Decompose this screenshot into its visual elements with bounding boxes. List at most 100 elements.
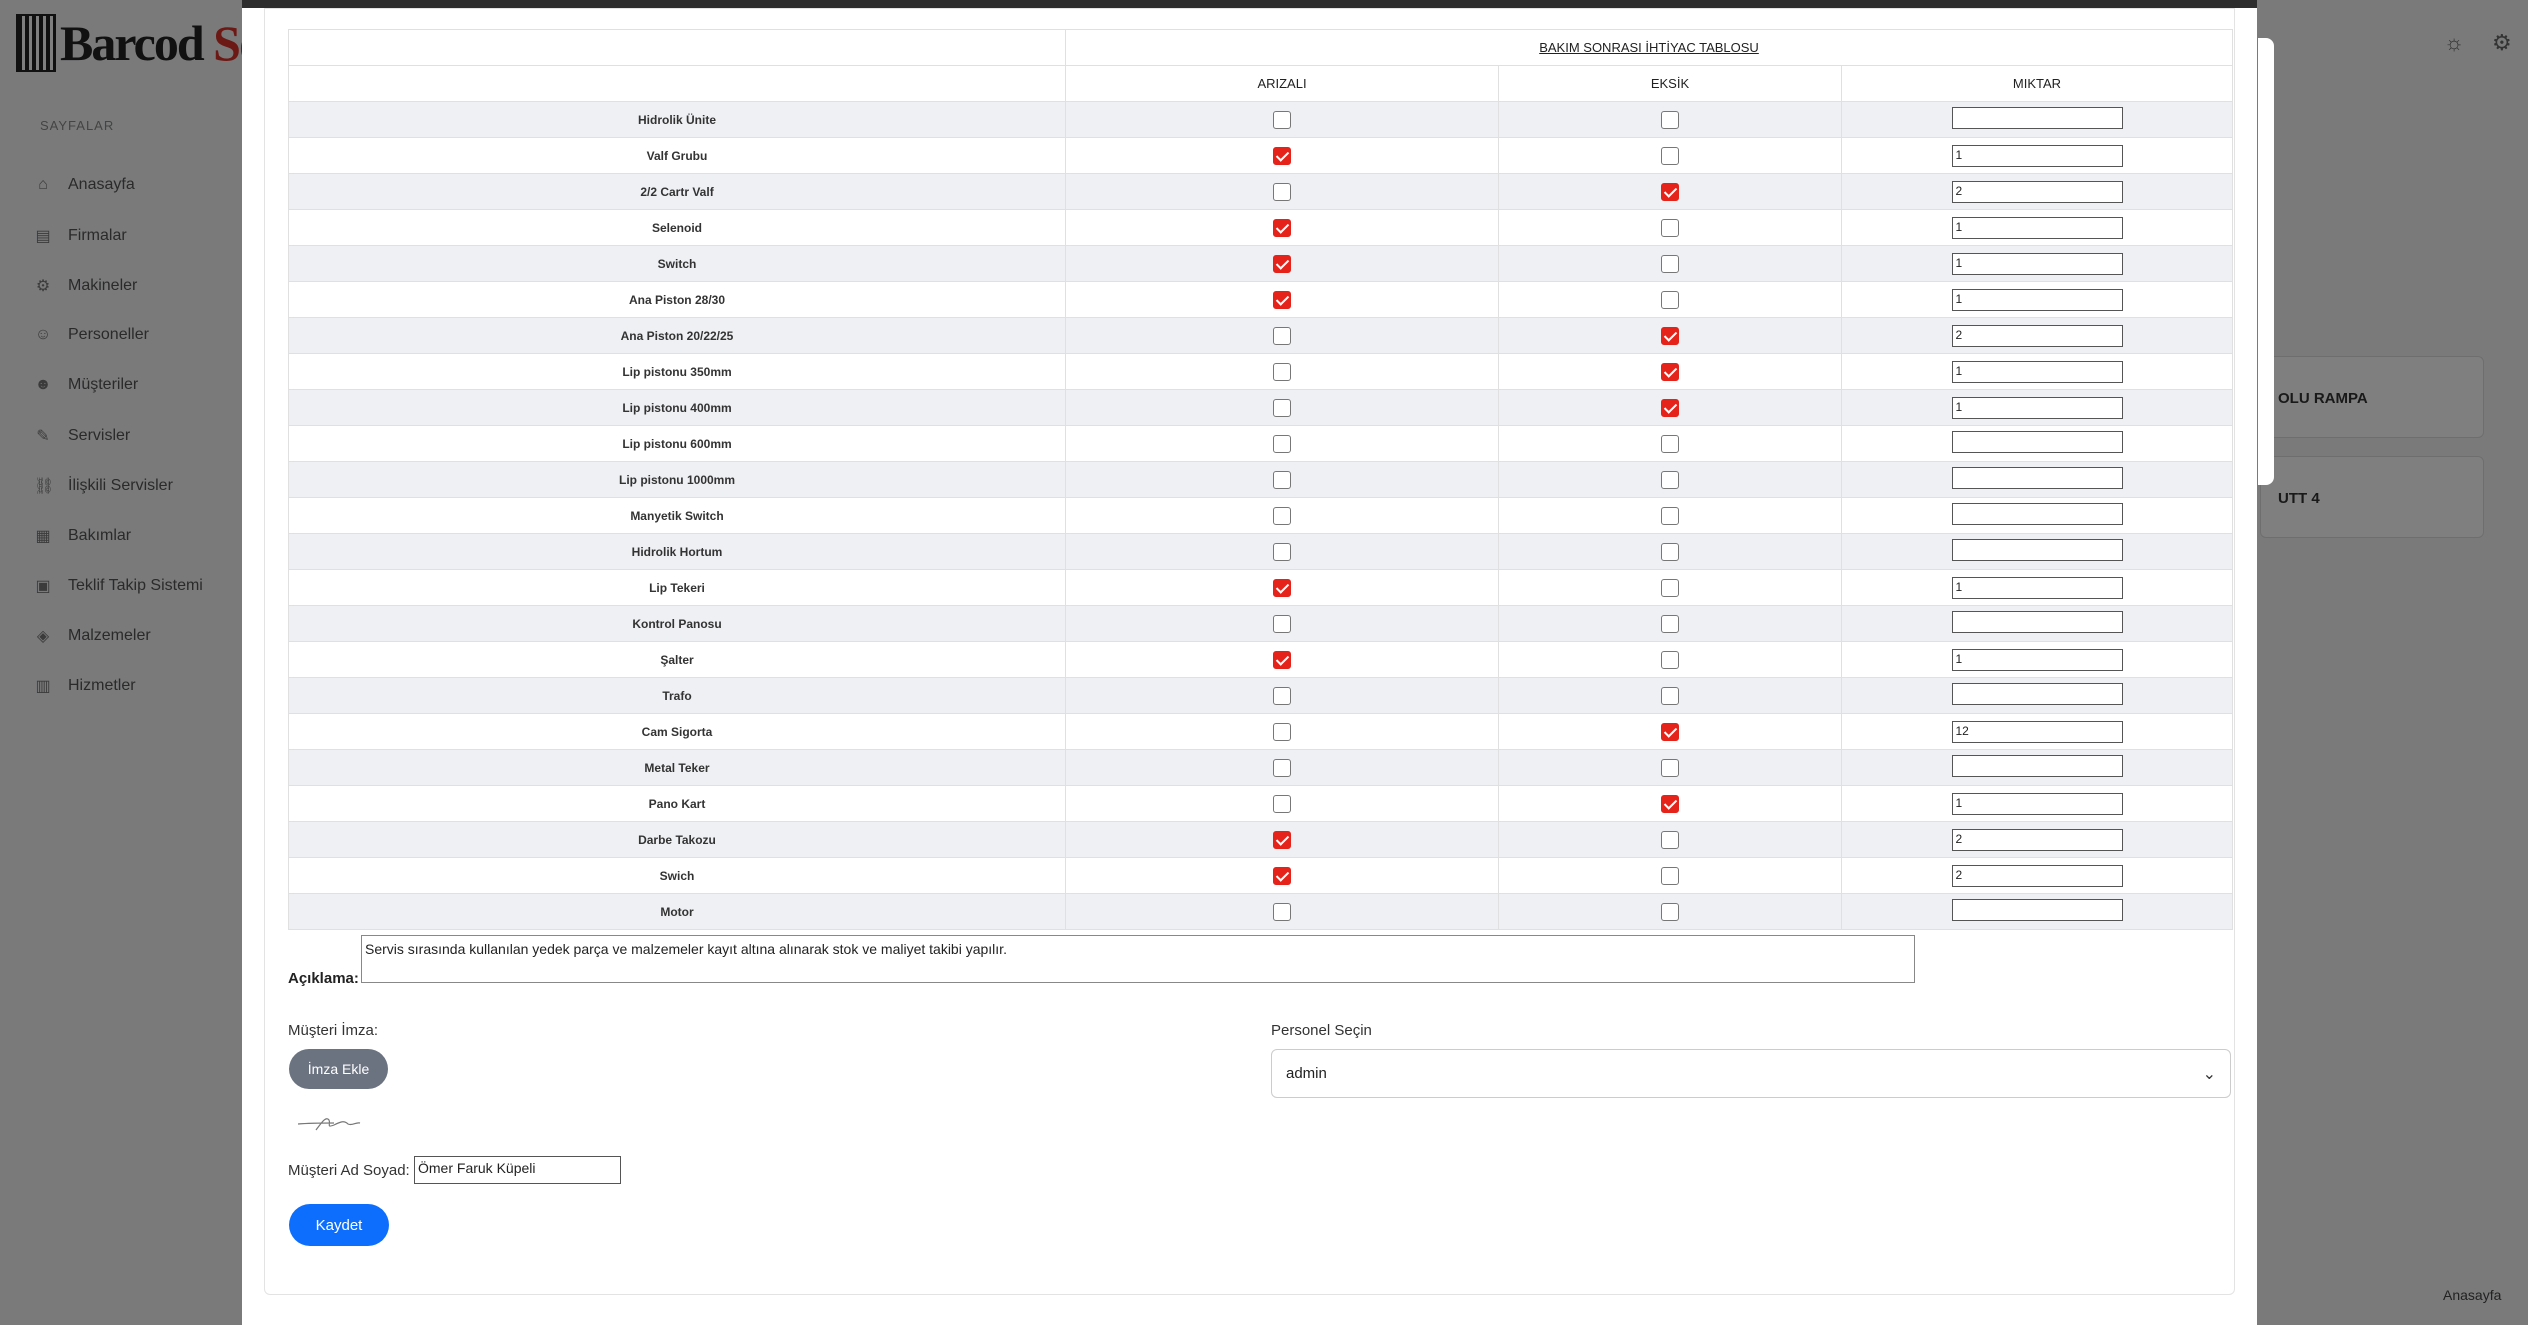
eksik-checkbox[interactable] bbox=[1661, 326, 1679, 345]
table-row: 2/2 Cartr Valf 2 bbox=[288, 173, 2234, 210]
table-row: Şalter 1 bbox=[288, 641, 2234, 678]
eksik-checkbox[interactable] bbox=[1661, 182, 1679, 201]
quantity-input[interactable] bbox=[1951, 611, 2123, 633]
eksik-checkbox[interactable] bbox=[1661, 866, 1679, 885]
arizali-checkbox[interactable] bbox=[1273, 218, 1291, 237]
eksik-checkbox[interactable] bbox=[1661, 650, 1679, 669]
background-panel-edge bbox=[2258, 38, 2274, 485]
signature-image bbox=[297, 1118, 361, 1131]
quantity-input[interactable] bbox=[1951, 503, 2123, 525]
arizali-checkbox[interactable] bbox=[1273, 542, 1291, 561]
eksik-checkbox[interactable] bbox=[1661, 110, 1679, 129]
arizali-checkbox[interactable] bbox=[1273, 758, 1291, 777]
eksik-checkbox[interactable] bbox=[1661, 254, 1679, 273]
quantity-input[interactable] bbox=[1951, 899, 2123, 921]
quantity-input[interactable] bbox=[1951, 467, 2123, 489]
part-name: Manyetik Switch bbox=[288, 497, 1066, 534]
eksik-checkbox[interactable] bbox=[1661, 362, 1679, 381]
arizali-checkbox[interactable] bbox=[1273, 110, 1291, 129]
quantity-input[interactable]: 1 bbox=[1951, 648, 2123, 671]
quantity-input[interactable] bbox=[1951, 683, 2123, 705]
table-row: Cam Sigorta 12 bbox=[288, 713, 2234, 750]
quantity-input[interactable] bbox=[1951, 539, 2123, 561]
table-row: Lip pistonu 400mm 1 bbox=[288, 389, 2234, 426]
eksik-checkbox[interactable] bbox=[1661, 722, 1679, 741]
eksik-checkbox[interactable] bbox=[1661, 686, 1679, 705]
quantity-input[interactable]: 1 bbox=[1951, 144, 2123, 167]
arizali-checkbox[interactable] bbox=[1273, 794, 1291, 813]
eksik-checkbox[interactable] bbox=[1661, 578, 1679, 597]
quantity-input[interactable]: 12 bbox=[1951, 720, 2123, 743]
eksik-checkbox[interactable] bbox=[1661, 434, 1679, 453]
table-row: Swich 2 bbox=[288, 857, 2234, 894]
eksik-checkbox[interactable] bbox=[1661, 830, 1679, 849]
needs-table: BAKIM SONRASI İHTİYAC TABLOSU ARIZALI EK… bbox=[288, 29, 2234, 930]
arizali-checkbox[interactable] bbox=[1273, 326, 1291, 345]
arizali-checkbox[interactable] bbox=[1273, 182, 1291, 201]
part-name: Şalter bbox=[288, 641, 1066, 678]
quantity-input[interactable] bbox=[1951, 107, 2123, 129]
eksik-checkbox[interactable] bbox=[1661, 398, 1679, 417]
arizali-checkbox[interactable] bbox=[1273, 902, 1291, 921]
customer-name-input[interactable]: Ömer Faruk Küpeli bbox=[414, 1156, 621, 1184]
add-signature-button[interactable]: İmza Ekle bbox=[289, 1049, 388, 1089]
quantity-input[interactable]: 1 bbox=[1951, 252, 2123, 275]
part-name: Cam Sigorta bbox=[288, 713, 1066, 750]
part-name: Hidrolik Ünite bbox=[288, 101, 1066, 138]
quantity-input[interactable] bbox=[1951, 755, 2123, 777]
quantity-input[interactable]: 2 bbox=[1951, 180, 2123, 203]
eksik-checkbox[interactable] bbox=[1661, 218, 1679, 237]
quantity-input[interactable]: 2 bbox=[1951, 864, 2123, 887]
description-textarea[interactable]: Servis sırasında kullanılan yedek parça … bbox=[361, 935, 1915, 983]
arizali-checkbox[interactable] bbox=[1273, 866, 1291, 885]
quantity-input[interactable]: 1 bbox=[1951, 396, 2123, 419]
arizali-checkbox[interactable] bbox=[1273, 722, 1291, 741]
arizali-checkbox[interactable] bbox=[1273, 830, 1291, 849]
eksik-checkbox[interactable] bbox=[1661, 758, 1679, 777]
quantity-input[interactable]: 2 bbox=[1951, 828, 2123, 851]
arizali-checkbox[interactable] bbox=[1273, 290, 1291, 309]
eksik-checkbox[interactable] bbox=[1661, 614, 1679, 633]
part-name: 2/2 Cartr Valf bbox=[288, 173, 1066, 210]
table-row: Lip Tekeri 1 bbox=[288, 569, 2234, 606]
quantity-input[interactable]: 2 bbox=[1951, 324, 2123, 347]
eksik-checkbox[interactable] bbox=[1661, 794, 1679, 813]
part-name: Metal Teker bbox=[288, 749, 1066, 786]
eksik-checkbox[interactable] bbox=[1661, 902, 1679, 921]
eksik-checkbox[interactable] bbox=[1661, 146, 1679, 165]
arizali-checkbox[interactable] bbox=[1273, 434, 1291, 453]
eksik-checkbox[interactable] bbox=[1661, 506, 1679, 525]
arizali-checkbox[interactable] bbox=[1273, 614, 1291, 633]
eksik-checkbox[interactable] bbox=[1661, 542, 1679, 561]
arizali-checkbox[interactable] bbox=[1273, 506, 1291, 525]
table-row: Trafo bbox=[288, 677, 2234, 714]
save-button[interactable]: Kaydet bbox=[289, 1204, 389, 1246]
staff-select[interactable]: admin ⌄ bbox=[1271, 1049, 2231, 1098]
part-name: Motor bbox=[288, 893, 1066, 930]
part-name: Switch bbox=[288, 245, 1066, 282]
arizali-checkbox[interactable] bbox=[1273, 578, 1291, 597]
arizali-checkbox[interactable] bbox=[1273, 650, 1291, 669]
quantity-input[interactable]: 1 bbox=[1951, 792, 2123, 815]
part-name: Hidrolik Hortum bbox=[288, 533, 1066, 570]
table-row: Switch 1 bbox=[288, 245, 2234, 282]
eksik-checkbox[interactable] bbox=[1661, 470, 1679, 489]
part-name: Lip Tekeri bbox=[288, 569, 1066, 606]
quantity-input[interactable]: 1 bbox=[1951, 216, 2123, 239]
arizali-checkbox[interactable] bbox=[1273, 470, 1291, 489]
quantity-input[interactable] bbox=[1951, 431, 2123, 453]
quantity-input[interactable]: 1 bbox=[1951, 576, 2123, 599]
arizali-checkbox[interactable] bbox=[1273, 398, 1291, 417]
arizali-checkbox[interactable] bbox=[1273, 362, 1291, 381]
arizali-checkbox[interactable] bbox=[1273, 686, 1291, 705]
eksik-checkbox[interactable] bbox=[1661, 290, 1679, 309]
part-name: Swich bbox=[288, 857, 1066, 894]
quantity-input[interactable]: 1 bbox=[1951, 360, 2123, 383]
quantity-input[interactable]: 1 bbox=[1951, 288, 2123, 311]
arizali-checkbox[interactable] bbox=[1273, 146, 1291, 165]
table-row: Hidrolik Ünite bbox=[288, 101, 2234, 138]
part-name: Ana Piston 20/22/25 bbox=[288, 317, 1066, 354]
arizali-checkbox[interactable] bbox=[1273, 254, 1291, 273]
part-name: Kontrol Panosu bbox=[288, 605, 1066, 642]
table-title: BAKIM SONRASI İHTİYAC TABLOSU bbox=[1064, 29, 2234, 66]
